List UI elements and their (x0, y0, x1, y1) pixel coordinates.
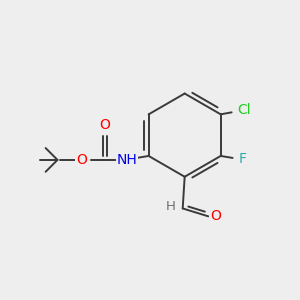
Text: O: O (210, 209, 221, 224)
Text: O: O (76, 153, 87, 167)
Text: Cl: Cl (238, 103, 251, 117)
Text: H: H (166, 200, 176, 213)
Text: NH: NH (116, 153, 137, 167)
Text: O: O (100, 118, 110, 132)
Text: F: F (238, 152, 247, 166)
